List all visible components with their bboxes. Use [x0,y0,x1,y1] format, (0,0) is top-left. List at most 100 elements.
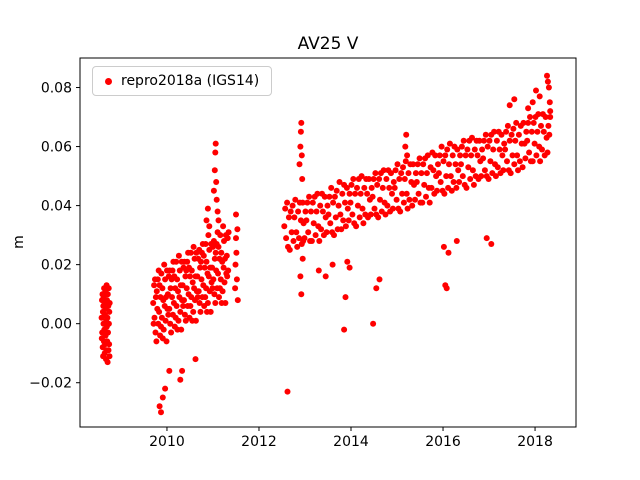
data-point [284,388,291,395]
data-point [469,134,475,141]
data-point [218,249,225,256]
data-point [412,196,418,203]
data-point [486,137,493,144]
data-point [456,179,463,185]
data-point [405,170,412,177]
data-point [511,96,518,103]
x-tick-label: 2012 [241,434,277,450]
data-point [168,329,175,336]
data-point [203,217,210,224]
data-point [403,131,410,138]
data-point [525,119,532,126]
data-point [487,158,494,165]
data-point [105,347,112,354]
data-point [177,376,184,383]
data-point [233,235,239,242]
axes-frame [79,57,577,428]
data-point [504,158,510,165]
data-point [192,317,199,324]
data-point [356,214,363,221]
data-point [426,199,433,206]
data-point [309,199,316,206]
data-point [510,125,517,132]
data-point [400,164,406,171]
data-point [183,285,190,292]
data-point [446,140,453,147]
data-point [419,199,426,206]
x-tick-label: 2014 [333,434,369,450]
data-point [469,167,476,174]
data-point [169,267,176,274]
data-point [503,128,510,135]
data-point [316,238,323,244]
data-point [353,223,360,230]
data-point [202,241,209,247]
data-point [222,300,229,306]
data-point [167,285,174,292]
data-point [332,214,339,221]
data-point [162,317,169,324]
data-point [453,184,460,191]
data-point [457,152,464,159]
data-point [374,181,381,188]
data-point [436,152,443,159]
data-point [106,353,113,360]
legend: repro2018a (IGS14) [92,66,273,96]
data-point [346,264,353,271]
data-point [516,158,523,165]
data-point [207,308,214,315]
data-point [175,288,181,295]
data-point [327,220,334,227]
data-point [406,196,413,203]
data-point [174,276,181,283]
data-point [481,167,488,174]
data-point [315,267,322,274]
data-point [181,311,188,318]
legend-label: repro2018a (IGS14) [121,73,260,89]
data-point [423,170,430,177]
data-point [538,122,544,129]
data-point [402,158,409,165]
data-point [388,170,394,177]
data-point [182,273,189,280]
data-point [462,152,469,159]
data-point [389,205,396,212]
data-point [519,164,526,171]
data-point [437,179,444,185]
data-point [298,152,305,159]
x-tick-label: 2010 [149,434,185,450]
data-point [303,217,310,224]
data-point [546,99,553,106]
data-point [173,303,180,309]
data-point [357,190,364,197]
data-point [347,199,354,206]
data-point [295,208,302,215]
data-point [299,255,306,262]
data-point [288,229,295,236]
data-point [370,176,377,182]
y-tick-label: 0.08 [41,81,72,97]
data-point [210,276,217,283]
data-point [392,167,399,174]
data-point [404,152,411,159]
data-point [390,179,397,185]
data-point [318,226,325,233]
data-point [194,273,201,280]
data-point [192,356,199,363]
data-point [515,167,521,174]
data-point [531,140,538,147]
data-point [491,128,498,135]
data-point [173,258,180,265]
data-point [360,220,367,227]
data-point [232,285,239,292]
data-point [435,170,442,177]
data-point [397,208,404,215]
data-point [106,341,113,348]
data-point [359,205,366,212]
data-point [526,149,533,156]
data-point [281,223,288,230]
data-point [323,229,330,236]
x-tick-label: 2016 [425,434,461,450]
data-point [509,152,516,159]
